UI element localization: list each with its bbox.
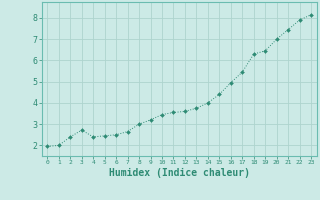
X-axis label: Humidex (Indice chaleur): Humidex (Indice chaleur) (109, 168, 250, 178)
